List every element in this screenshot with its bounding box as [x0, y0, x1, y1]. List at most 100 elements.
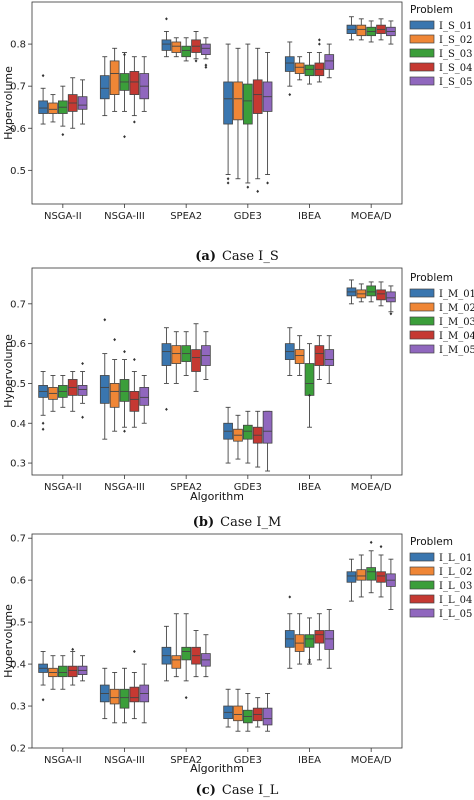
y-tick-label: 0.6	[10, 124, 26, 135]
box-I_M_01-MOEA/D	[346, 279, 357, 305]
outlier-point	[256, 189, 260, 193]
box-I_M_03-NSGA-II	[58, 375, 68, 408]
box-iqr	[356, 24, 367, 37]
box-iqr	[284, 56, 295, 72]
box-I_S_02-SPEA2	[171, 37, 182, 58]
box-I_S_05-IBEA	[324, 43, 335, 79]
y-axis-label-a: Hypervolume	[2, 66, 15, 140]
outlier-point	[204, 63, 208, 67]
chart-panel-b: 0.3 0.4 0.5 0.6 0.7 NSGA-II NSGA-III SPEA2 GDE3…	[2, 267, 474, 530]
box-I_L_03-NSGA-II	[58, 655, 68, 690]
caption-c: (c) Case I_L	[196, 783, 279, 798]
caption-b-text: Case I_M	[220, 515, 281, 530]
box-I_L_05-GDE3	[262, 693, 273, 732]
x-tick-label: GDE3	[234, 755, 262, 766]
box-I_M_04-GDE3	[252, 410, 263, 468]
box-I_M_05-NSGA-II	[77, 361, 88, 419]
box-I_S_03-SPEA2	[181, 37, 192, 62]
x-tick-label: NSGA-III	[104, 211, 145, 222]
box-iqr	[366, 285, 377, 297]
box-I_M_05-SPEA2	[201, 331, 211, 380]
legend-swatch	[409, 302, 435, 312]
boxes-b	[38, 279, 396, 472]
outlier-point	[113, 338, 117, 342]
box-iqr	[181, 45, 192, 58]
box-iqr	[99, 75, 110, 100]
y-tick-label: 0.4	[10, 419, 26, 430]
box-I_L_03-SPEA2	[181, 613, 192, 700]
legend-entry: I_S_03	[439, 49, 473, 60]
box-I_S_05-GDE3	[262, 52, 273, 185]
caption-b-label: (b)	[193, 515, 214, 530]
x-tick-label: NSGA-III	[104, 482, 145, 493]
legend-entry: I_M_04	[439, 331, 474, 342]
box-iqr	[366, 567, 377, 581]
box-I_L_01-MOEA/D	[346, 558, 357, 602]
box-iqr	[233, 81, 243, 121]
box-I_S_03-NSGA-II	[58, 85, 68, 137]
caption-a-text: Case I_S	[222, 249, 279, 264]
box-I_L_03-GDE3	[242, 693, 253, 732]
x-ticks-c: NSGA-II NSGA-III SPEA2 GDE3 IBEA MOEA/D	[44, 748, 392, 766]
legend-entry: I_S_02	[439, 35, 473, 46]
box-I_M_02-IBEA	[294, 335, 305, 376]
box-I_S_04-GDE3	[252, 47, 263, 193]
outlier-point	[123, 53, 126, 57]
x-tick-label: IBEA	[298, 211, 321, 222]
outlier-point	[226, 181, 230, 185]
box-I_L_02-IBEA	[294, 613, 305, 665]
box-iqr	[324, 349, 335, 366]
box-iqr	[99, 375, 110, 404]
box-iqr	[304, 634, 315, 648]
box-I_M_05-MOEA/D	[386, 285, 396, 316]
chart-panel-a: 0.5 0.6 0.7 0.8 NSGA-II NSGA-III SPEA2 GDE3 IBE…	[2, 1, 473, 264]
y-tick-label: 0.5	[10, 379, 26, 390]
box-iqr	[304, 363, 315, 396]
box-iqr	[58, 665, 68, 678]
box-I_L_05-NSGA-II	[77, 655, 88, 682]
box-I_L_04-GDE3	[252, 697, 263, 728]
box-I_S_02-NSGA-III	[109, 47, 120, 112]
y-tick-label: 0.3	[10, 702, 26, 713]
caption-a: (a) Case I_S	[195, 249, 278, 264]
outlier-point	[379, 544, 383, 549]
legend-entry: I_M_02	[439, 303, 474, 314]
outlier-point	[288, 92, 292, 97]
outlier-point	[226, 177, 230, 181]
box-I_S_03-NSGA-III	[119, 52, 130, 139]
box-iqr	[201, 43, 211, 56]
box-iqr	[171, 41, 182, 53]
box-iqr	[161, 39, 172, 51]
legend-entry: I_L_01	[439, 553, 472, 564]
legend-a: Problem I_S_01 I_S_02 I_S_03 I_S_04 I_S_05	[409, 4, 473, 88]
box-I_L_02-NSGA-II	[48, 655, 58, 690]
x-tick-label: MOEA/D	[351, 482, 392, 493]
box-iqr	[161, 343, 172, 366]
x-tick-label: IBEA	[298, 755, 321, 766]
y-tick-label: 0.8	[10, 40, 26, 51]
y-tick-label: 0.2	[10, 744, 26, 755]
outlier-point	[389, 312, 393, 316]
box-iqr	[294, 62, 305, 74]
outlier-point	[41, 698, 45, 702]
box-I_L_04-SPEA2	[191, 630, 201, 678]
y-ticks-a: 0.5 0.6 0.7 0.8	[10, 40, 32, 177]
box-I_L_02-GDE3	[233, 688, 243, 732]
outlier-point	[132, 120, 136, 124]
x-tick-label: NSGA-II	[44, 755, 82, 766]
caption-a-label: (a)	[195, 249, 216, 264]
box-iqr	[77, 385, 88, 396]
box-I_S_02-MOEA/D	[356, 18, 367, 41]
box-iqr	[356, 569, 367, 581]
y-tick-label: 0.7	[10, 534, 26, 545]
box-I_L_01-IBEA	[284, 595, 295, 669]
outlier-point	[123, 429, 126, 433]
box-I_L_02-SPEA2	[171, 613, 182, 678]
box-iqr	[223, 81, 233, 125]
caption-c-label: (c)	[196, 783, 216, 798]
box-I_M_05-GDE3	[262, 410, 273, 472]
box-I_S_01-SPEA2	[161, 17, 172, 58]
y-axis-label-c: Hypervolume	[2, 604, 15, 678]
box-iqr	[376, 571, 386, 583]
box-I_L_05-NSGA-III	[139, 663, 150, 724]
